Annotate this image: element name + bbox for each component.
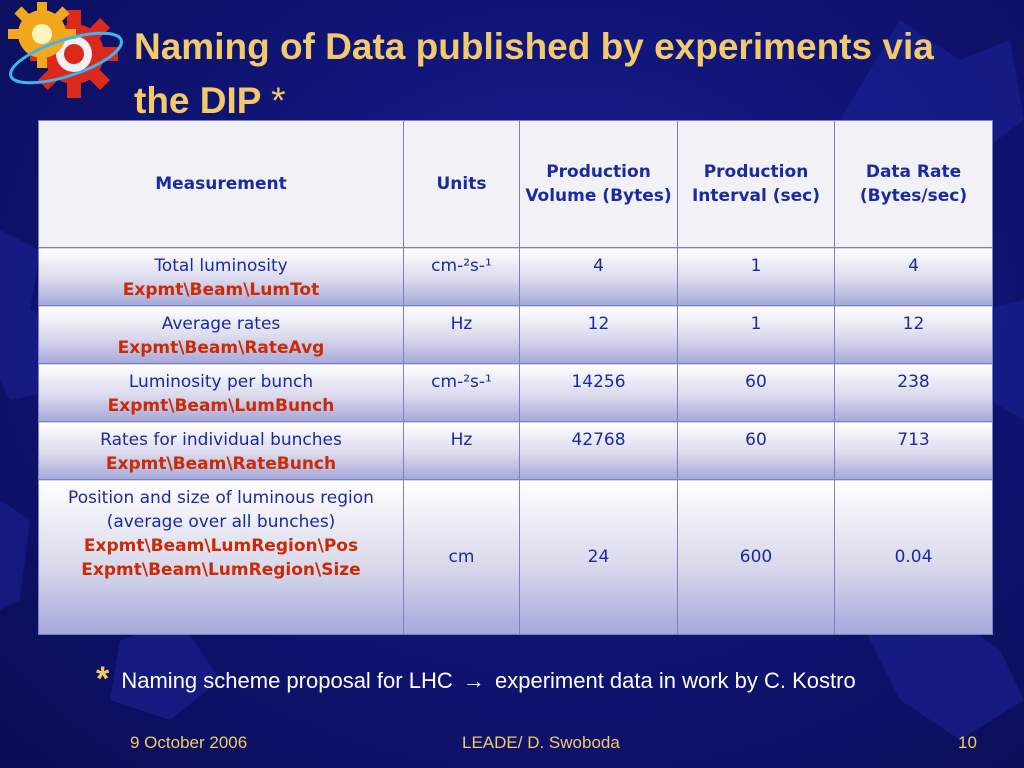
footer-author: LEADE/ D. Swoboda [462,733,620,752]
interval-value: 600 [739,547,773,567]
rate-value: 0.04 [894,547,933,567]
volume-cell: 14256 [519,363,678,422]
dip-path: Expmt\Beam\LumBunch [107,396,335,416]
measurement-name: Luminosity per bunch [128,372,314,392]
units-cell: Hz [403,305,520,364]
measurement-name: Total luminosity [154,256,288,276]
rate-value: 713 [897,430,930,450]
table-row: Rates for individual bunches Expmt\Beam\… [38,421,993,480]
table-header-row: Measurement Units Production Volume (Byt… [38,120,993,248]
volume-cell: 24 [519,479,678,635]
interval-cell: 600 [677,479,835,635]
measurement-cell: Position and size of luminous region (av… [38,479,404,635]
right-arrow-icon: → [462,668,485,693]
interval-cell: 60 [677,421,835,480]
rate-value: 4 [908,256,919,276]
rate-cell: 713 [834,421,993,480]
gear-logo-icon [8,2,123,98]
measurement-cell: Average rates Expmt\Beam\RateAvg [38,305,404,364]
table-row: Luminosity per bunch Expmt\Beam\LumBunch… [38,363,993,422]
dip-path: Expmt\Beam\RateAvg [117,338,325,358]
footnote: * Naming scheme proposal for LHC → exper… [96,660,856,699]
measurement-name: Position and size of luminous region (av… [68,488,374,532]
volume-value: 24 [587,547,610,567]
units-value: Hz [450,430,473,450]
measurement-name: Average rates [161,314,281,334]
volume-value: 14256 [571,372,626,392]
units-cell: cm-²s-¹ [403,363,520,422]
volume-value: 42768 [571,430,626,450]
table-row: Total luminosity Expmt\Beam\LumTot cm-²s… [38,247,993,306]
header-production-volume: Production Volume (Bytes) [519,120,678,248]
interval-cell: 60 [677,363,835,422]
units-cell: cm [403,479,520,635]
interval-value: 1 [750,256,762,276]
volume-cell: 4 [519,247,678,306]
dip-path: Expmt\Beam\LumRegion\Size [81,560,361,580]
rate-cell: 4 [834,247,993,306]
units-cell: cm-²s-¹ [403,247,520,306]
slide-title: Naming of Data published by experiments … [134,20,994,128]
rate-cell: 0.04 [834,479,993,635]
rate-cell: 12 [834,305,993,364]
dip-path: Expmt\Beam\RateBunch [105,454,337,474]
header-measurement: Measurement [38,120,404,248]
page-number: 10 [958,733,977,752]
slide-title-text: Naming of Data published by experiments … [134,26,934,121]
measurement-name: Rates for individual bunches [100,430,342,450]
units-value: cm-²s-¹ [431,256,492,276]
rate-value: 238 [897,372,930,392]
measurement-cell: Total luminosity Expmt\Beam\LumTot [38,247,404,306]
footer-date: 9 October 2006 [130,733,248,752]
footnote-text-after: experiment data in work by C. Kostro [494,668,856,693]
footnote-marker: * [96,660,110,698]
interval-value: 60 [745,430,767,450]
dip-path: Expmt\Beam\LumTot [122,280,320,300]
measurement-cell: Rates for individual bunches Expmt\Beam\… [38,421,404,480]
title-footnote-marker: * [271,80,286,121]
interval-value: 60 [745,372,767,392]
interval-cell: 1 [677,305,835,364]
volume-value: 12 [587,314,610,334]
rate-value: 12 [902,314,925,334]
footnote-text-before: Naming scheme proposal for LHC [121,668,453,693]
dip-path: Expmt\Beam\LumRegion\Pos [83,536,359,556]
measurement-cell: Luminosity per bunch Expmt\Beam\LumBunch [38,363,404,422]
header-data-rate: Data Rate (Bytes/sec) [834,120,993,248]
rate-cell: 238 [834,363,993,422]
units-value: cm [448,547,475,567]
header-units: Units [403,120,520,248]
table-row: Average rates Expmt\Beam\RateAvg Hz 12 1… [38,305,993,364]
header-production-interval: Production Interval (sec) [677,120,835,248]
table-row: Position and size of luminous region (av… [38,479,993,635]
interval-cell: 1 [677,247,835,306]
volume-value: 4 [593,256,604,276]
data-naming-table: Measurement Units Production Volume (Byt… [38,120,993,635]
units-value: cm-²s-¹ [431,372,492,392]
units-cell: Hz [403,421,520,480]
units-value: Hz [450,314,473,334]
volume-cell: 42768 [519,421,678,480]
volume-cell: 12 [519,305,678,364]
interval-value: 1 [750,314,762,334]
